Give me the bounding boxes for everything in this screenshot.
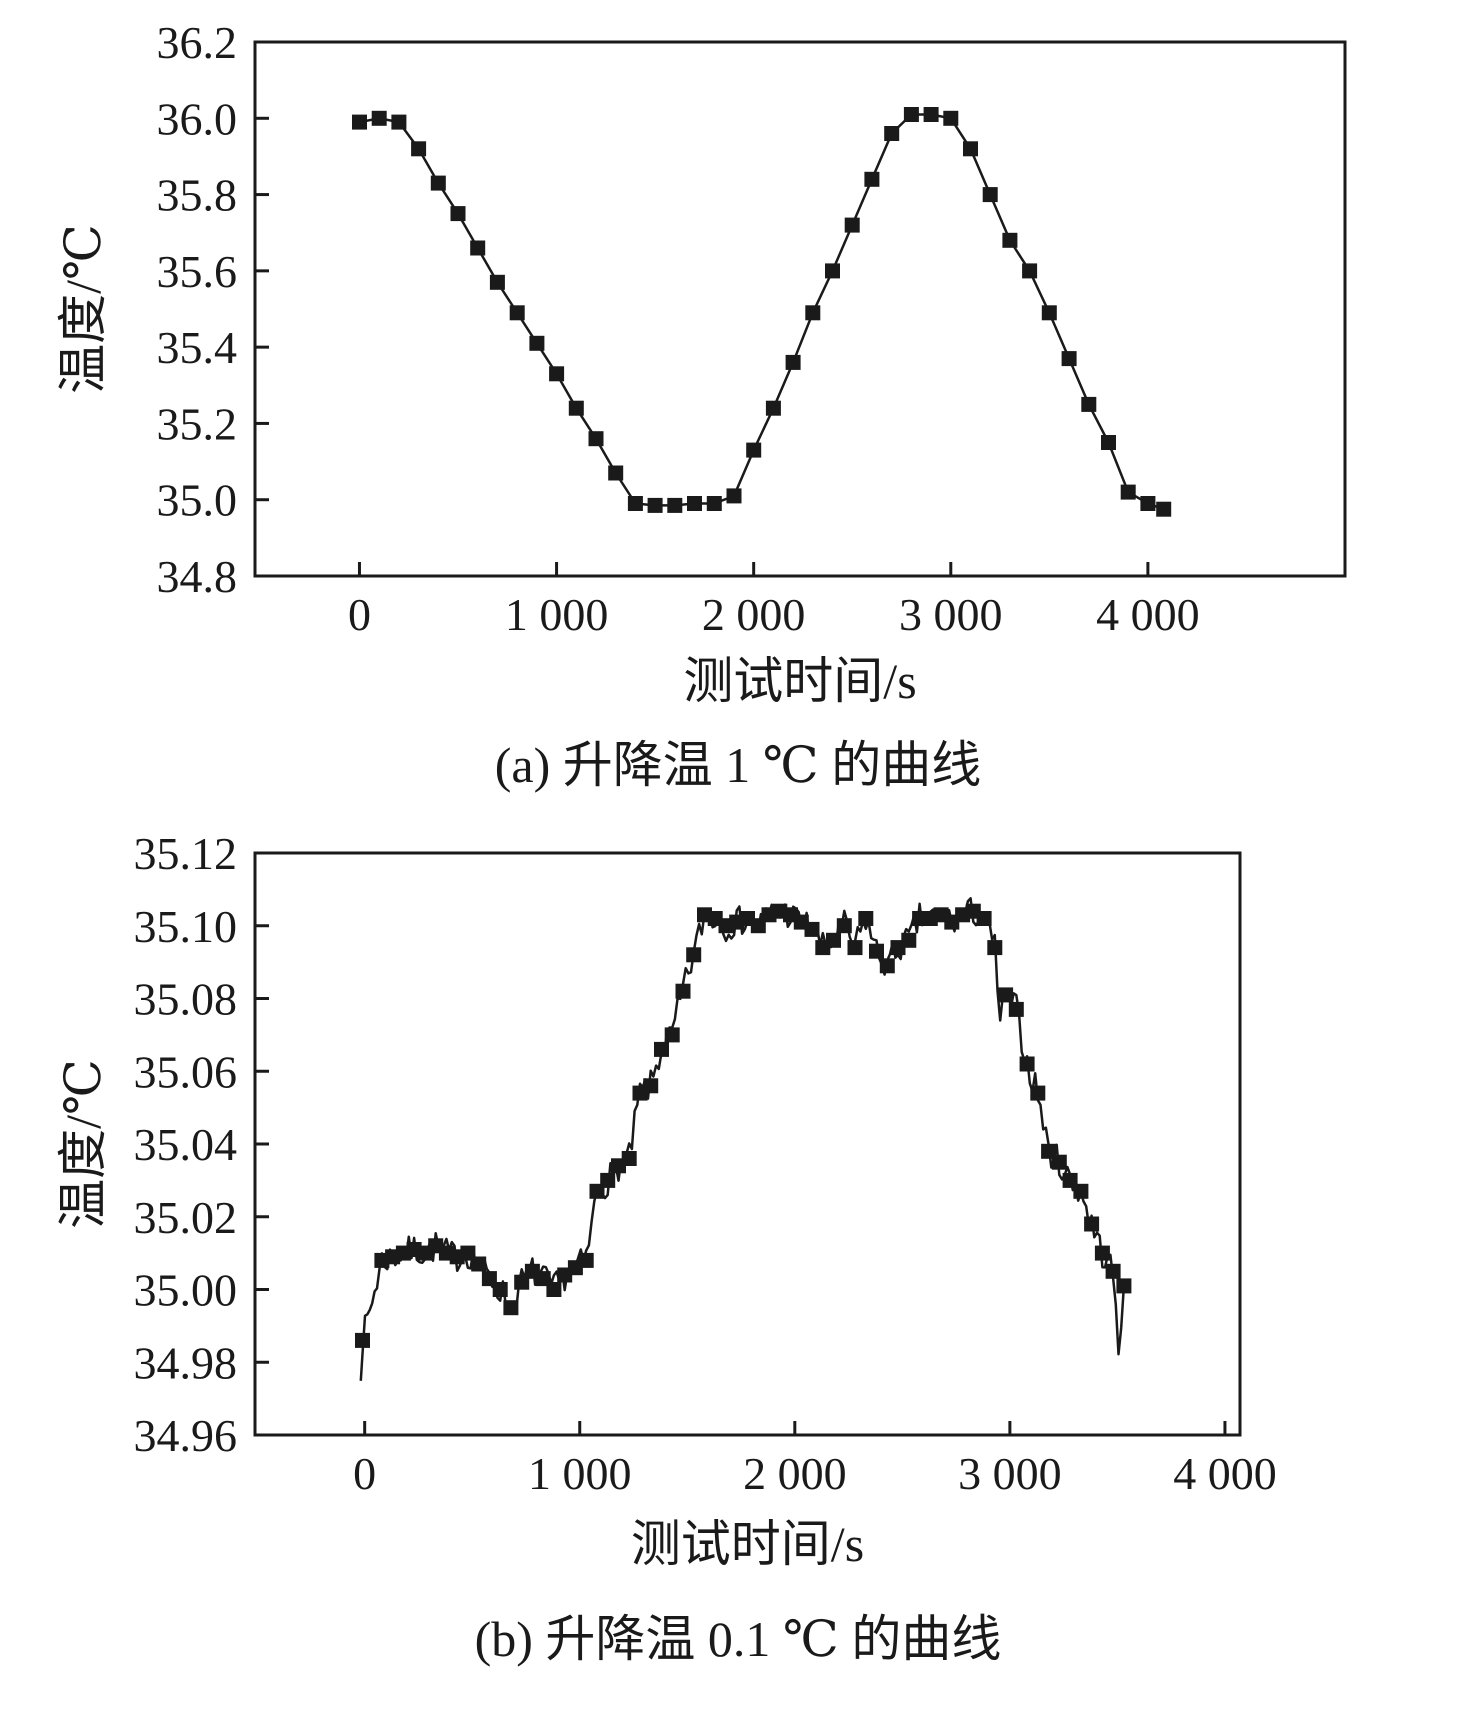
svg-text:35.2: 35.2	[157, 398, 238, 449]
chart-b-figure: 0 1 000 2 000 3 000 4 000 34.96 34.98 35.00 35.0…	[0, 823, 1476, 1671]
svg-text:35.04: 35.04	[134, 1119, 238, 1170]
svg-text:温度/℃: 温度/℃	[55, 1059, 111, 1229]
svg-text:35.08: 35.08	[134, 974, 238, 1025]
svg-text:1 000: 1 000	[505, 589, 609, 640]
svg-text:1 000: 1 000	[528, 1448, 632, 1499]
svg-text:35.00: 35.00	[134, 1265, 238, 1316]
svg-text:4 000: 4 000	[1096, 589, 1200, 640]
svg-text:0: 0	[348, 589, 371, 640]
svg-text:35.02: 35.02	[134, 1192, 238, 1243]
svg-text:34.98: 34.98	[134, 1337, 238, 1388]
svg-text:3 000: 3 000	[958, 1448, 1062, 1499]
svg-text:35.8: 35.8	[157, 170, 238, 221]
chart-a-figure: 0 1 000 2 000 3 000 4 000 34.8 35.0 35.2 35.4 35.…	[0, 14, 1476, 797]
svg-text:35.10: 35.10	[134, 901, 238, 952]
figure-page: 0 1 000 2 000 3 000 4 000 34.8 35.0 35.2 35.4 35.…	[0, 14, 1476, 1671]
svg-text:3 000: 3 000	[899, 589, 1003, 640]
svg-text:0: 0	[353, 1448, 376, 1499]
svg-text:2 000: 2 000	[702, 589, 806, 640]
svg-text:测试时间/s: 测试时间/s	[683, 653, 916, 709]
svg-text:35.12: 35.12	[134, 828, 238, 879]
svg-text:35.4: 35.4	[157, 322, 238, 373]
svg-text:34.8: 34.8	[157, 551, 238, 602]
svg-text:温度/℃: 温度/℃	[55, 224, 111, 394]
chart-b-caption: (b) 升降温 0.1 ℃ 的曲线	[474, 1611, 1002, 1667]
chart-a-plot: 0 1 000 2 000 3 000 4 000 34.8 35.0 35.2 35.4 35.…	[55, 17, 1347, 709]
svg-text:测试时间/s: 测试时间/s	[631, 1516, 864, 1572]
chart-a-caption: (a) 升降温 1 ℃ 的曲线	[494, 737, 982, 793]
svg-text:4 000: 4 000	[1173, 1448, 1277, 1499]
svg-text:2 000: 2 000	[743, 1448, 847, 1499]
svg-text:35.0: 35.0	[157, 475, 238, 526]
svg-text:35.06: 35.06	[134, 1046, 238, 1097]
svg-text:36.2: 36.2	[157, 17, 238, 68]
svg-text:36.0: 36.0	[157, 93, 238, 144]
svg-text:34.96: 34.96	[134, 1410, 238, 1461]
svg-text:35.6: 35.6	[157, 246, 238, 297]
chart-b-plot: 0 1 000 2 000 3 000 4 000 34.96 34.98 35.00 35.0…	[55, 828, 1277, 1572]
